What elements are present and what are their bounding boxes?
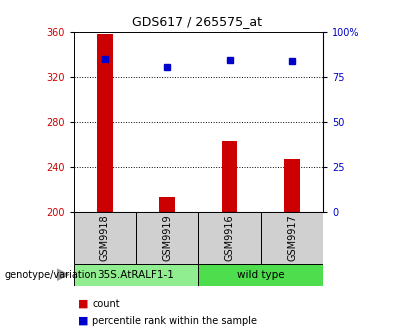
Text: GDS617 / 265575_at: GDS617 / 265575_at: [132, 15, 262, 28]
Bar: [74, 212, 136, 264]
Bar: [261, 212, 323, 264]
Text: 35S.AtRALF1-1: 35S.AtRALF1-1: [97, 270, 174, 280]
Text: count: count: [92, 299, 120, 309]
Text: GSM9918: GSM9918: [100, 214, 110, 261]
Text: wild type: wild type: [237, 270, 285, 280]
Bar: [74, 264, 199, 286]
Bar: [97, 34, 113, 212]
Text: ■: ■: [78, 316, 88, 326]
Text: GSM9916: GSM9916: [225, 214, 235, 261]
Bar: [199, 264, 323, 286]
Text: ■: ■: [78, 299, 88, 309]
Bar: [222, 141, 237, 212]
Polygon shape: [57, 268, 70, 281]
Text: GSM9917: GSM9917: [287, 214, 297, 261]
Text: genotype/variation: genotype/variation: [4, 270, 97, 280]
Bar: [199, 212, 261, 264]
Text: percentile rank within the sample: percentile rank within the sample: [92, 316, 257, 326]
Bar: [136, 212, 199, 264]
Bar: [284, 159, 300, 212]
Text: GSM9919: GSM9919: [162, 214, 172, 261]
Bar: [160, 197, 175, 212]
